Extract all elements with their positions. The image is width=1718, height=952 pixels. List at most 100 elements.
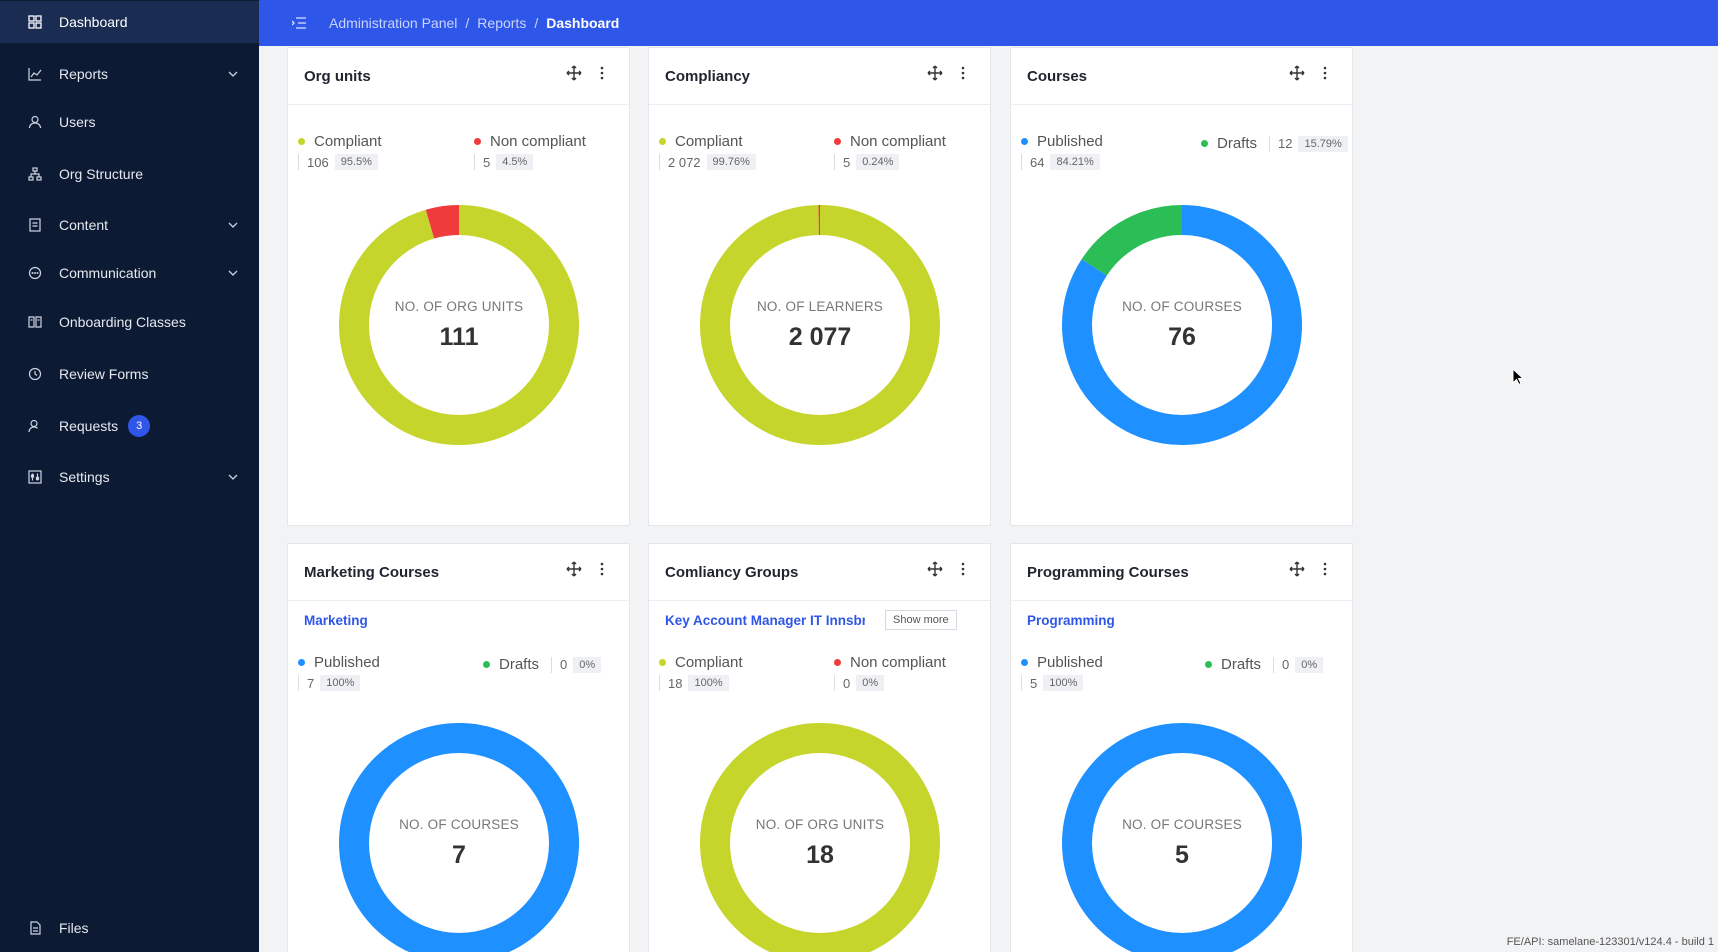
sidebar-item-requests[interactable]: Requests 3 xyxy=(0,405,259,447)
legend-item: Non compliant 0 0% xyxy=(834,654,946,691)
donut-center-value: 5 xyxy=(1175,841,1189,869)
sidebar-item-label: Content xyxy=(59,217,109,233)
legend-item: Drafts 0 0% xyxy=(1205,656,1324,673)
sidebar-item-communication[interactable]: Communication xyxy=(0,252,259,294)
donut-center-label: NO. OF ORG UNITS xyxy=(755,817,885,832)
donut-segment-compliant[interactable] xyxy=(700,723,940,952)
legend-dot xyxy=(659,138,666,145)
legend-count: 7 xyxy=(307,675,315,691)
sidebar-item-reports[interactable]: Reports xyxy=(0,53,259,95)
sidebar-item-org-structure[interactable]: Org Structure xyxy=(0,153,259,195)
move-icon[interactable] xyxy=(926,64,944,82)
legend-dot xyxy=(1201,140,1208,147)
legend-percent: 95.5% xyxy=(334,154,378,170)
breadcrumb-reports[interactable]: Reports xyxy=(477,15,527,31)
legend-count: 106 xyxy=(307,154,329,170)
filter-link[interactable]: Programming xyxy=(1027,613,1115,628)
sidebar-item-settings[interactable]: Settings xyxy=(0,456,259,498)
chevron-down-icon xyxy=(227,471,239,483)
legend-label: Published xyxy=(314,654,380,671)
sidebar-item-files[interactable]: Files xyxy=(0,907,259,949)
legend-percent: 0% xyxy=(1295,656,1324,673)
legend-dot xyxy=(298,659,305,666)
legend-label: Compliant xyxy=(675,133,743,150)
breadcrumb-administration-panel[interactable]: Administration Panel xyxy=(329,15,458,31)
user-request-icon xyxy=(27,418,43,434)
donut-chart: NO. OF COURSES 5 xyxy=(1062,723,1302,952)
sidebar-item-label: Settings xyxy=(59,469,110,485)
donut-center-value: 76 xyxy=(1168,323,1196,351)
card-title: Compliancy xyxy=(665,67,751,85)
chevron-down-icon xyxy=(227,219,239,231)
donut-segment-non-compliant[interactable] xyxy=(339,205,579,445)
menu-toggle-icon[interactable] xyxy=(291,15,307,31)
legend-count: 12 xyxy=(1278,136,1293,151)
move-icon[interactable] xyxy=(1288,64,1306,82)
legend-label: Non compliant xyxy=(490,133,586,150)
donut-segment-published[interactable] xyxy=(1062,723,1302,952)
chart-line-icon xyxy=(27,66,43,82)
sidebar-item-label: Onboarding Classes xyxy=(59,314,186,330)
donut-center-label: NO. OF COURSES xyxy=(1122,299,1242,314)
legend-dot xyxy=(1021,138,1028,145)
move-icon[interactable] xyxy=(565,560,583,578)
sidebar-item-review-forms[interactable]: Review Forms xyxy=(0,353,259,395)
sidebar-item-users[interactable]: Users xyxy=(0,101,259,143)
filter-link[interactable]: Marketing xyxy=(304,613,368,628)
more-vertical-icon[interactable] xyxy=(593,64,611,82)
legend-count: 0 xyxy=(843,675,851,691)
donut-chart: NO. OF ORG UNITS 18 xyxy=(700,723,940,952)
hierarchy-icon xyxy=(27,166,43,182)
filter-link[interactable]: Key Account Manager IT Innsbru xyxy=(665,613,865,628)
sidebar-item-label: Users xyxy=(59,114,96,130)
sidebar: Dashboard Reports Users Org Structure Co… xyxy=(0,0,259,952)
more-vertical-icon[interactable] xyxy=(954,64,972,82)
legend-percent: 0.24% xyxy=(856,154,900,170)
more-vertical-icon[interactable] xyxy=(593,560,611,578)
donut-segment-non-compliant[interactable] xyxy=(700,205,940,445)
legend-dot xyxy=(298,138,305,145)
card-title: Courses xyxy=(1027,67,1088,85)
more-vertical-icon[interactable] xyxy=(954,560,972,578)
programming-courses-card: Programming Courses Programming Publishe… xyxy=(1010,543,1353,952)
donut-center-value: 18 xyxy=(806,841,834,869)
donut-center-label: NO. OF ORG UNITS xyxy=(394,299,524,314)
legend-dot xyxy=(483,661,490,668)
donut-chart: NO. OF COURSES 76 xyxy=(1062,205,1302,445)
legend-dot xyxy=(1205,661,1212,668)
legend-dot xyxy=(834,659,841,666)
donut-segment-published[interactable] xyxy=(339,723,579,952)
sidebar-item-label: Reports xyxy=(59,66,109,82)
more-vertical-icon[interactable] xyxy=(1316,64,1334,82)
mouse-cursor-icon xyxy=(1512,368,1524,386)
grid-icon xyxy=(27,14,43,30)
file-icon xyxy=(27,920,43,936)
more-vertical-icon[interactable] xyxy=(1316,560,1334,578)
donut-center-label: NO. OF LEARNERS xyxy=(756,299,884,314)
move-icon[interactable] xyxy=(926,560,944,578)
sidebar-item-onboarding-classes[interactable]: Onboarding Classes xyxy=(0,301,259,343)
legend-item: Non compliant 5 0.24% xyxy=(834,133,946,170)
sidebar-item-content[interactable]: Content xyxy=(0,204,259,246)
legend-count: 5 xyxy=(483,154,491,170)
move-icon[interactable] xyxy=(1288,560,1306,578)
sidebar-item-dashboard[interactable]: Dashboard xyxy=(0,1,259,43)
legend-count: 0 xyxy=(560,657,568,672)
chevron-down-icon xyxy=(227,68,239,80)
sidebar-item-label: Org Structure xyxy=(59,166,144,182)
show-more-button[interactable]: Show more xyxy=(885,610,957,630)
legend-label: Compliant xyxy=(675,654,743,671)
chat-icon xyxy=(27,265,43,281)
card-title: Programming Courses xyxy=(1027,563,1189,581)
move-icon[interactable] xyxy=(565,64,583,82)
sliders-icon xyxy=(27,469,43,485)
sidebar-item-label: Communication xyxy=(59,265,157,281)
breadcrumb-separator: / xyxy=(465,15,470,31)
legend-label: Published xyxy=(1037,133,1103,150)
donut-segment-drafts[interactable] xyxy=(1062,205,1302,445)
donut-center-value: 7 xyxy=(452,841,466,869)
legend-item: Compliant 18 100% xyxy=(659,654,743,691)
sidebar-item-label: Dashboard xyxy=(59,14,128,30)
card-title: Comliancy Groups xyxy=(665,563,799,581)
